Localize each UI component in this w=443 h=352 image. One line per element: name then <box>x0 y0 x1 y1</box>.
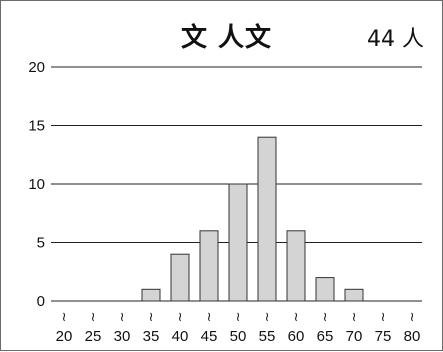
x-tick-label: 75 <box>375 328 392 345</box>
x-tick-label: 55 <box>259 328 276 345</box>
x-tick-label: 60 <box>288 328 305 345</box>
x-tick-label: 70 <box>346 328 363 345</box>
bar-70 <box>344 288 364 302</box>
bar-45 <box>199 230 219 302</box>
axis-break-mark: ≀ <box>381 310 386 325</box>
x-tick-label: 65 <box>317 328 334 345</box>
x-tick-label: 80 <box>404 328 421 345</box>
axis-break-mark: ≀ <box>149 310 154 325</box>
axis-break-mark: ≀ <box>323 310 328 325</box>
axis-break-mark: ≀ <box>178 310 183 325</box>
bar-50 <box>228 183 248 302</box>
axis-break-mark: ≀ <box>294 310 299 325</box>
y-tick-label: 15 <box>28 118 45 135</box>
axis-break-mark: ≀ <box>120 310 125 325</box>
y-tick-label: 10 <box>28 176 45 193</box>
bar-60 <box>286 230 306 302</box>
x-tick-label: 30 <box>114 328 131 345</box>
bar-40 <box>170 253 190 302</box>
axis-break-mark: ≀ <box>265 310 270 325</box>
axis-break-mark: ≀ <box>62 310 67 325</box>
x-tick-label: 35 <box>143 328 160 345</box>
x-tick-label: 20 <box>56 328 73 345</box>
axis-break-mark: ≀ <box>352 310 357 325</box>
axis-break-mark: ≀ <box>410 310 415 325</box>
x-tick-label: 45 <box>201 328 218 345</box>
x-tick-label: 50 <box>230 328 247 345</box>
axis-break-mark: ≀ <box>91 310 96 325</box>
x-tick-label: 40 <box>172 328 189 345</box>
bar-65 <box>315 277 335 302</box>
x-tick-label: 25 <box>85 328 102 345</box>
total-count: 44 人 <box>367 27 424 52</box>
axis-break-mark: ≀ <box>236 310 241 325</box>
y-tick-label: 5 <box>37 235 45 252</box>
bar-35 <box>141 288 161 302</box>
chart-title: 文 人文 <box>181 23 273 53</box>
y-tick-label: 0 <box>37 293 45 310</box>
bar-55 <box>257 136 277 302</box>
axis-break-mark: ≀ <box>207 310 212 325</box>
y-tick-label: 20 <box>28 59 45 76</box>
